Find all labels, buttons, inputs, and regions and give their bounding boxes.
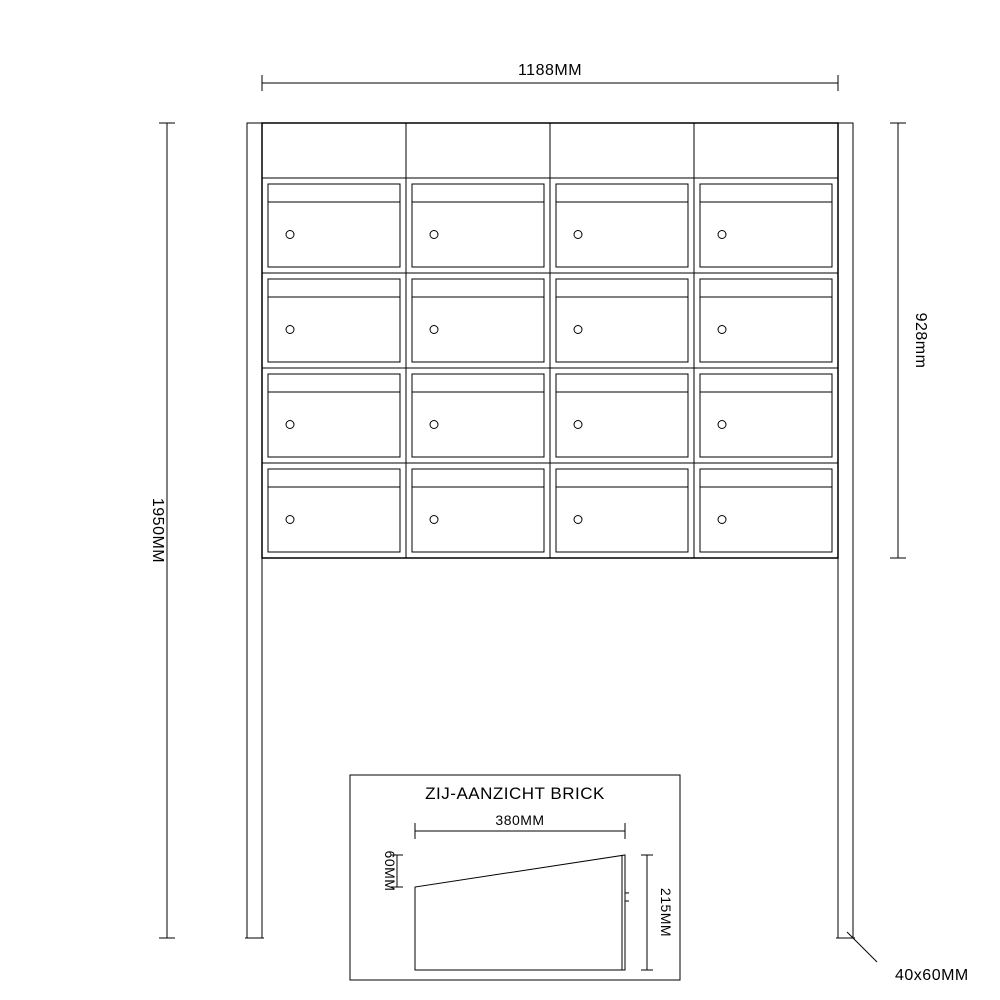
front-view: 1188MM 928mm 1950MM 40x60MM	[149, 62, 969, 984]
dim-side-215-label: 215MM	[658, 888, 674, 937]
side-view-title: ZIJ-AANZICHT BRICK	[425, 784, 605, 803]
dim-width-label: 1188MM	[518, 62, 582, 79]
mailbox-module	[700, 374, 832, 457]
dim-side-depth-label: 380MM	[495, 812, 544, 828]
dim-side-60-label: 60MM	[382, 851, 398, 892]
mailbox-module	[556, 469, 688, 552]
technical-drawing: 1188MM 928mm 1950MM 40x60MM ZIJ-AANZICHT BRI…	[0, 0, 1000, 1000]
mailbox-module	[412, 279, 544, 362]
mailbox-module	[412, 469, 544, 552]
mailbox-module	[412, 184, 544, 267]
mailbox-module	[556, 184, 688, 267]
mailbox-module	[268, 279, 400, 362]
mailbox-module	[700, 184, 832, 267]
side-view-panel: ZIJ-AANZICHT BRICK 380MM 60MM 215MM	[350, 775, 680, 980]
mailbox-module	[556, 279, 688, 362]
mailbox-module	[556, 374, 688, 457]
mailbox-module	[268, 184, 400, 267]
dim-overall-height-label: 1950MM	[149, 498, 166, 563]
mailbox-module	[700, 469, 832, 552]
mailbox-module	[268, 469, 400, 552]
mailbox-module	[700, 279, 832, 362]
dim-height-label: 928mm	[912, 313, 929, 369]
mailbox-module	[268, 374, 400, 457]
mailbox-module	[412, 374, 544, 457]
dim-leg-section-label: 40x60MM	[895, 967, 969, 984]
